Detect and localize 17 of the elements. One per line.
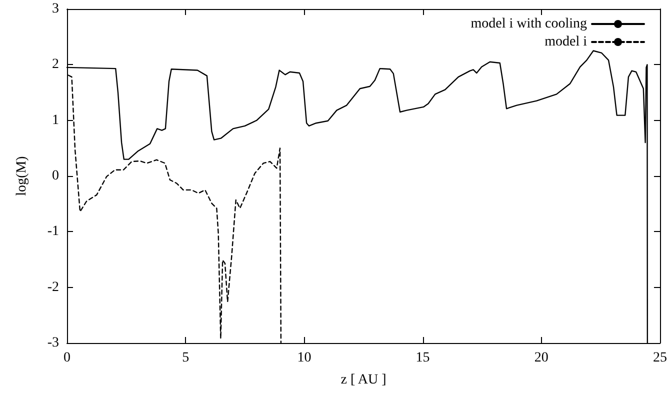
y-tick-label: -1 — [47, 224, 59, 240]
x-tick-label: 25 — [653, 350, 667, 366]
legend-label: model i with cooling — [470, 16, 587, 32]
x-axis-title: z [ AU ] — [340, 372, 386, 388]
x-tick-label: 5 — [182, 350, 190, 366]
y-tick-label: 0 — [52, 168, 59, 184]
x-tick-label: 15 — [416, 350, 430, 366]
x-tick-label: 10 — [297, 350, 312, 366]
x-tick-label: 0 — [64, 350, 70, 366]
y-tick-label: -3 — [47, 336, 59, 350]
y-axis-title: log(M) — [14, 156, 30, 196]
x-tick-label: 20 — [534, 350, 548, 366]
legend-label: model i — [544, 34, 588, 50]
y-tick-label: 1 — [52, 112, 59, 128]
y-tick-label: -2 — [47, 280, 59, 295]
y-tick-label: 3 — [52, 2, 59, 16]
y-tick-label: 2 — [52, 57, 59, 72]
